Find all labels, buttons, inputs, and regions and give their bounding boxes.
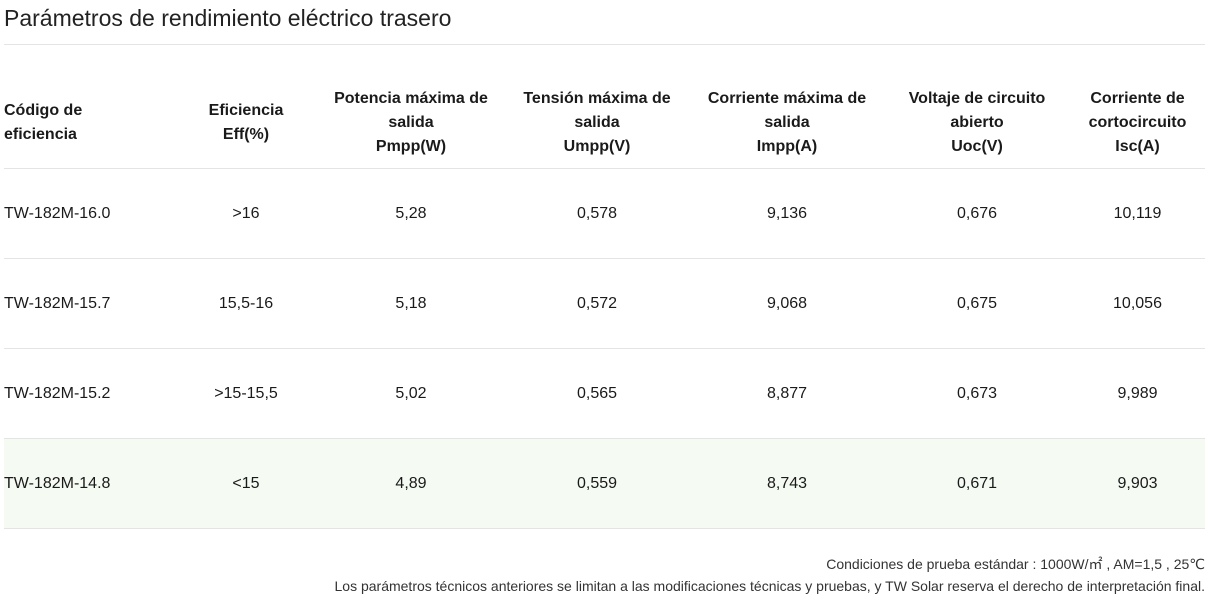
table-row: TW-182M-15.2 >15-15,5 5,02 0,565 8,877 0… [4, 348, 1205, 439]
disclaimer-note: Los parámetros técnicos anteriores se li… [334, 578, 1206, 594]
cell-efficiency: >16 [174, 168, 318, 259]
header-line: Impp(A) [756, 138, 818, 155]
header-efficiency-code: Código de eficiencia [4, 78, 174, 169]
cell-max-current: 9,136 [690, 168, 884, 259]
header-line: Umpp(V) [563, 138, 631, 155]
cell-efficiency: >15-15,5 [174, 348, 318, 439]
cell-efficiency: 15,5-16 [174, 258, 318, 349]
header-line: Isc(A) [1115, 138, 1160, 155]
header-max-current: Corriente máxima de salida Impp(A) [690, 78, 884, 169]
cell-max-voltage: 0,559 [504, 438, 690, 529]
table-row: TW-182M-15.7 15,5-16 5,18 0,572 9,068 0,… [4, 258, 1205, 349]
cell-short-circuit-current: 9,903 [1070, 438, 1205, 529]
test-conditions-note: Condiciones de prueba estándar : 1000W/㎡… [826, 556, 1205, 572]
cell-max-power: 5,02 [318, 348, 504, 439]
cell-max-current: 9,068 [690, 258, 884, 349]
header-line: Potencia máxima de [334, 90, 488, 107]
footnotes: Condiciones de prueba estándar : 1000W/㎡… [335, 553, 1206, 597]
header-short-circuit-current: Corriente de cortocircuito Isc(A) [1070, 78, 1205, 169]
cell-max-power: 4,89 [318, 438, 504, 529]
header-open-circuit-voltage: Voltaje de circuito abierto Uoc(V) [884, 78, 1070, 169]
cell-max-power: 5,18 [318, 258, 504, 349]
cell-efficiency-code: TW-182M-15.7 [4, 258, 174, 349]
page-title: Parámetros de rendimiento eléctrico tras… [4, 5, 452, 31]
cell-efficiency: <15 [174, 438, 318, 529]
header-efficiency: Eficiencia Eff(%) [174, 78, 318, 169]
header-max-power: Potencia máxima de salida Pmpp(W) [318, 78, 504, 169]
cell-efficiency-code: TW-182M-15.2 [4, 348, 174, 439]
header-line: salida [764, 114, 810, 131]
cell-short-circuit-current: 10,056 [1070, 258, 1205, 349]
cell-open-circuit-voltage: 0,673 [884, 348, 1070, 439]
header-line: Corriente máxima de [707, 90, 867, 107]
cell-efficiency-code: TW-182M-16.0 [4, 168, 174, 259]
electrical-parameters-table: Código de eficiencia Eficiencia Eff(%) P… [4, 78, 1205, 529]
header-line: Eff(%) [222, 126, 270, 143]
table-row: TW-182M-16.0 >16 5,28 0,578 9,136 0,676 … [4, 168, 1205, 259]
header-line: Corriente de [1090, 90, 1185, 107]
header-line: Eficiencia [208, 102, 284, 119]
cell-short-circuit-current: 9,989 [1070, 348, 1205, 439]
cell-max-voltage: 0,572 [504, 258, 690, 349]
table-row-hovered: TW-182M-14.8 <15 4,89 0,559 8,743 0,671 … [4, 438, 1205, 529]
header-line: abierto [950, 114, 1004, 131]
header-max-voltage: Tensión máxima de salida Umpp(V) [504, 78, 690, 169]
cell-short-circuit-current: 10,119 [1070, 168, 1205, 259]
header-line: Pmpp(W) [375, 138, 447, 155]
table-header-row: Código de eficiencia Eficiencia Eff(%) P… [4, 78, 1205, 169]
cell-max-current: 8,743 [690, 438, 884, 529]
header-line: salida [388, 114, 434, 131]
header-line: Uoc(V) [951, 138, 1003, 155]
cell-efficiency-code: TW-182M-14.8 [4, 438, 174, 529]
title-divider [4, 44, 1205, 45]
header-line: eficiencia [4, 126, 77, 143]
cell-open-circuit-voltage: 0,675 [884, 258, 1070, 349]
header-line: Voltaje de circuito [908, 90, 1046, 107]
cell-max-current: 8,877 [690, 348, 884, 439]
header-line: Código de [4, 102, 83, 119]
cell-open-circuit-voltage: 0,671 [884, 438, 1070, 529]
cell-max-power: 5,28 [318, 168, 504, 259]
cell-open-circuit-voltage: 0,676 [884, 168, 1070, 259]
header-line: Tensión máxima de [523, 90, 671, 107]
header-line: cortocircuito [1088, 114, 1187, 131]
header-line: salida [574, 114, 620, 131]
cell-max-voltage: 0,578 [504, 168, 690, 259]
cell-max-voltage: 0,565 [504, 348, 690, 439]
